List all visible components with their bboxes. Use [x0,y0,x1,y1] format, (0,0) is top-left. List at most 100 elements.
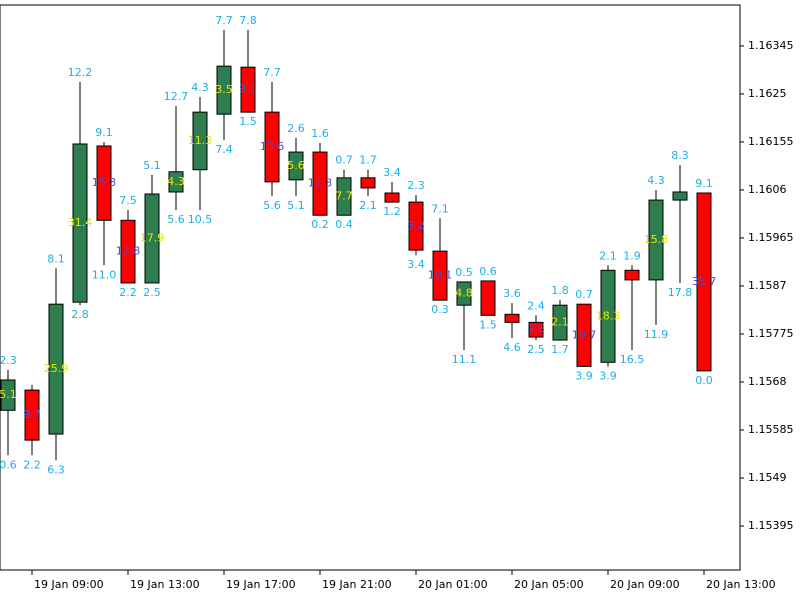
x-tick-label: 19 Jan 21:00 [322,578,392,591]
x-tick-label: 20 Jan 13:00 [706,578,776,591]
candle-body [504,313,520,323]
candle-label-mid: 2.1 [551,316,569,329]
candle-label-mid: 11.3 [188,134,213,147]
candle-label-mid: 4.3 [167,175,185,188]
candle-label-bottom: 2.8 [71,308,89,321]
candle-label-bottom: 3.9 [575,369,593,382]
candle-label-mid: 15.8 [644,233,669,246]
candle-label-top: 1.8 [551,284,569,297]
candle-label-mid: 25.9 [44,362,69,375]
candle-label-top: 4.3 [191,81,209,94]
candle-label-mid: 5.6 [287,159,305,172]
candle-label-mid: 12.8 [116,245,141,258]
candle-body [600,269,616,363]
candle-label-bottom: 1.7 [551,343,569,356]
candle-label-mid: 9.7 [23,408,41,421]
candle-label-top: 0.6 [479,265,497,278]
candle-label-top: 1.9 [623,249,641,262]
candle-body [0,379,16,411]
candle-body [480,280,496,316]
candle-body [24,389,40,441]
candle-body [120,219,136,284]
candle-label-top: 8.1 [47,252,65,265]
candle-label-mid: 9.1 [239,83,257,96]
candle-label-mid: 3.5 [215,83,233,96]
candle-body [72,143,88,303]
candle-body [48,303,64,435]
candle-label-bottom: 4.6 [503,341,521,354]
x-tick-label: 19 Jan 13:00 [130,578,200,591]
candle-body [528,321,544,338]
candle-label-bottom: 0.4 [335,218,353,231]
candle-label-bottom: 0.0 [695,374,713,387]
candle-label-mid: 13.6 [260,140,285,153]
candle-body [336,177,352,216]
candle-body [288,151,304,181]
candle-body [192,111,208,171]
y-tick-label: 1.1587 [748,279,787,292]
y-tick-label: 1.1568 [748,375,787,388]
candle-body [216,65,232,115]
candle-label-mid: 7.7 [335,190,353,203]
candle-label-mid: 10.1 [428,269,453,282]
x-tick-label: 20 Jan 01:00 [418,578,488,591]
candle-body [360,177,376,189]
candle-label-top: 0.7 [575,288,593,301]
candle-label-mid: 5.1 [0,388,17,401]
candle-label-bottom: 5.1 [287,199,305,212]
candle-body [432,250,448,301]
candle-body [240,66,256,113]
candle-label-mid: 31.4 [68,216,93,229]
candle-body [264,111,280,183]
candle-label-bottom: 5.6 [167,213,185,226]
candle-label-top: 1.7 [359,154,377,167]
candle-label-bottom: 11.1 [452,353,477,366]
x-tick-label: 19 Jan 17:00 [226,578,296,591]
candle-label-top: 4.3 [647,174,665,187]
candle-body [696,192,712,372]
candle-label-mid: 4.8 [455,287,473,300]
candle-label-top: 12.2 [68,66,93,79]
candle-label-mid: 35.7 [692,275,717,288]
y-tick-label: 1.16155 [748,135,794,148]
x-tick-label: 19 Jan 09:00 [34,578,104,591]
candle-label-bottom: 11.0 [92,268,117,281]
x-tick-label: 20 Jan 09:00 [610,578,680,591]
candle-body [576,303,592,367]
candle-label-bottom: 7.4 [215,143,233,156]
y-tick-label: 1.15775 [748,327,794,340]
plot-frame [0,4,741,571]
candle-body [624,269,640,281]
candle-body [408,201,424,251]
candle-label-top: 8.3 [671,149,689,162]
candle-label-bottom: 2.1 [359,199,377,212]
candle-label-bottom: 10.5 [188,213,213,226]
y-tick-label: 1.16345 [748,39,794,52]
candle-body [96,145,112,221]
candle-label-bottom: 0.2 [311,218,329,231]
candle-body [312,151,328,216]
candle-label-top: 9.1 [95,126,113,139]
candle-label-top: 3.4 [383,166,401,179]
candle-label-bottom: 2.2 [119,286,137,299]
candle-label-bottom: 2.2 [23,458,41,471]
candle-label-bottom: 3.9 [599,369,617,382]
candle-label-top: 3.6 [503,287,521,300]
candle-label-top: 7.7 [263,66,281,79]
candle-label-mid: 17.9 [140,231,165,244]
candle-body [144,193,160,284]
candle-label-top: 2.4 [527,299,545,312]
candle-label-mid: 15.3 [92,176,117,189]
candle-label-bottom: 11.9 [644,328,669,341]
candle-body [648,199,664,281]
candle-label-top: 7.5 [119,194,137,207]
candle-label-top: 7.1 [431,202,449,215]
y-tick-label: 1.1549 [748,471,787,484]
candle-body [552,304,568,341]
candle-label-bottom: 16.5 [620,353,645,366]
candle-label-bottom: 2.5 [143,286,161,299]
candle-label-top: 2.3 [0,354,17,367]
candle-label-top: 9.1 [695,177,713,190]
x-tick-label: 20 Jan 05:00 [514,578,584,591]
